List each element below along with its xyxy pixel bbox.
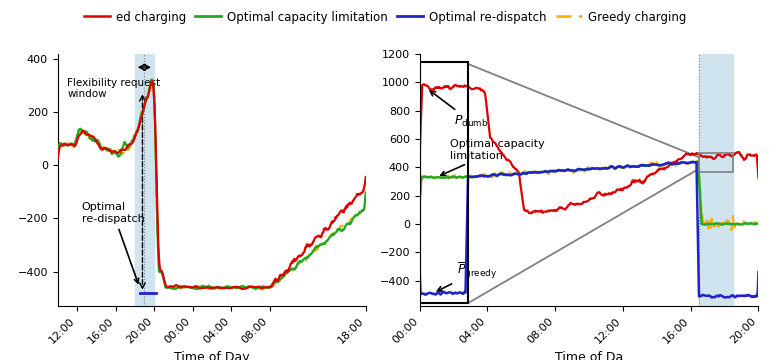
Text: Optimal capacity
limitation: Optimal capacity limitation (441, 139, 545, 175)
Text: $P_\mathrm{dumb}$: $P_\mathrm{dumb}$ (430, 91, 487, 129)
Bar (135, 54, 154, 306)
X-axis label: Time of Day: Time of Day (174, 351, 249, 360)
X-axis label: Time of Da: Time of Da (555, 351, 623, 360)
Bar (420, 63, 468, 303)
Bar (699, 153, 733, 171)
Bar (699, 54, 733, 306)
Text: $\overline{P}_\mathrm{greedy}$: $\overline{P}_\mathrm{greedy}$ (437, 261, 497, 291)
Text: Optimal
re-dispatch: Optimal re-dispatch (82, 202, 145, 283)
Legend: ed charging, Optimal capacity limitation, Optimal re-dispatch, Greedy charging: ed charging, Optimal capacity limitation… (79, 6, 691, 28)
Text: Flexibility request
window: Flexibility request window (68, 78, 160, 99)
